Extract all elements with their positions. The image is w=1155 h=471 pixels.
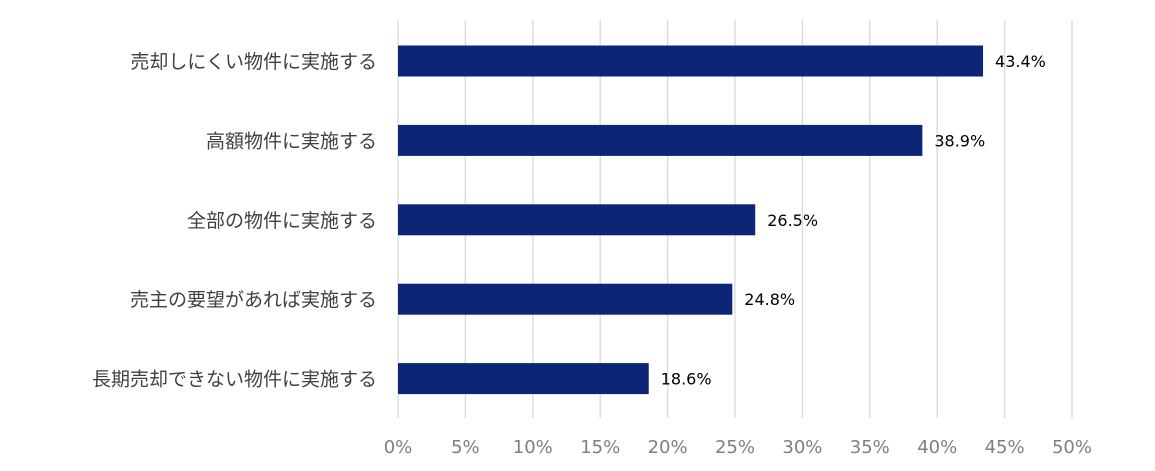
bar (398, 283, 733, 315)
data-label: 24.8% (744, 290, 795, 309)
x-tick-label: 0% (384, 437, 413, 458)
data-label: 38.9% (934, 131, 985, 150)
x-tick-label: 35% (850, 437, 890, 458)
bar (398, 363, 649, 395)
bar (398, 204, 756, 236)
x-tick-label: 30% (782, 437, 822, 458)
category-label: 高額物件に実施する (206, 130, 377, 152)
bar (398, 45, 984, 77)
x-tick-label: 40% (917, 437, 957, 458)
data-labels: 43.4% 38.9% 26.5% 24.8% 18.6% (661, 52, 1046, 389)
bar (398, 124, 923, 156)
x-axis-tick-labels: 0% 5% 10% 15% 20% 25% 30% 35% 40% 45% 50% (384, 437, 1092, 458)
x-tick-label: 20% (648, 437, 688, 458)
data-label: 43.4% (995, 52, 1046, 71)
x-tick-label: 15% (580, 437, 620, 458)
category-label: 売却しにくい物件に実施する (130, 51, 377, 73)
x-tick-label: 25% (715, 437, 755, 458)
category-label: 長期売却できない物件に実施する (92, 369, 377, 391)
bars (398, 45, 984, 395)
x-tick-label: 50% (1052, 437, 1092, 458)
data-label: 18.6% (661, 370, 712, 389)
x-tick-label: 45% (985, 437, 1025, 458)
x-tick-label: 10% (513, 437, 553, 458)
data-label: 26.5% (767, 211, 818, 230)
category-label: 全部の物件に実施する (187, 210, 377, 232)
x-tick-label: 5% (451, 437, 480, 458)
category-label: 売主の要望があれば実施する (130, 289, 377, 311)
category-labels: 売却しにくい物件に実施する高額物件に実施する全部の物件に実施する売主の要望があれ… (92, 51, 377, 391)
